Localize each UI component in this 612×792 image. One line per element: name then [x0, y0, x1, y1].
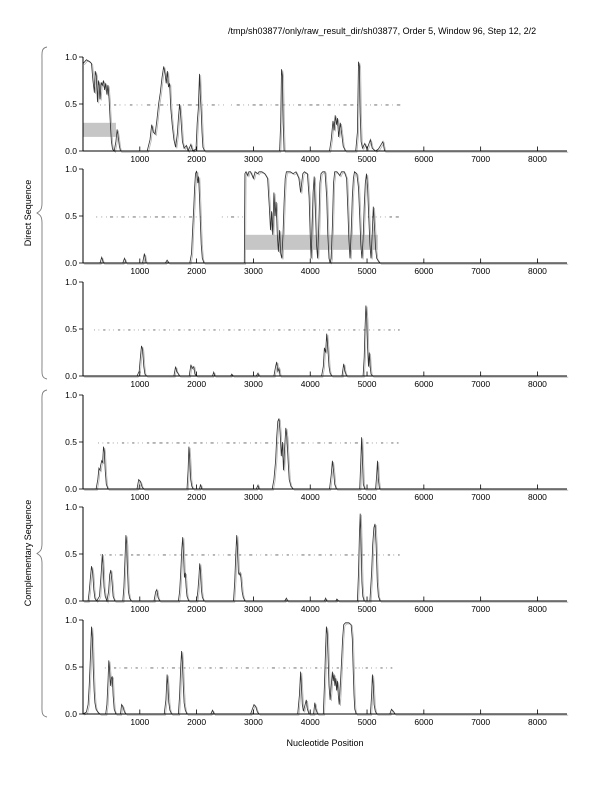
direct-group-brace: [36, 46, 48, 380]
x-tick-label: 3000: [244, 154, 263, 164]
x-tick-label: 8000: [528, 604, 547, 614]
x-tick-label: 4000: [301, 266, 320, 276]
y-tick-label: 0.5: [65, 99, 77, 109]
complementary-group-brace: [36, 389, 48, 718]
probability-curve-shadow: [84, 419, 569, 491]
x-tick-label: 1000: [130, 379, 149, 389]
x-tick-label: 2000: [187, 266, 206, 276]
probability-curve: [83, 513, 567, 603]
x-tick-label: 4000: [301, 717, 320, 727]
x-tick-label: 1000: [130, 717, 149, 727]
x-tick-label: 5000: [358, 492, 377, 502]
figure-title: /tmp/sh03877/only/raw_result_dir/sh03877…: [228, 26, 537, 36]
panel-direct-frame-3: 1000 2000 3000 4000 5000 6000 7000 8000 1.0 0.5 0.…: [65, 277, 569, 389]
x-tick-label: 6000: [414, 154, 433, 164]
x-tick-label: 8000: [528, 154, 547, 164]
y-tick-label: 0.0: [65, 371, 77, 381]
x-tick-label: 7000: [471, 717, 490, 727]
x-tick-label: 7000: [471, 604, 490, 614]
x-tick-label: 2000: [187, 492, 206, 502]
probability-curve-shadow: [84, 514, 569, 604]
x-tick-label: 3000: [244, 717, 263, 727]
x-axis-label: Nucleotide Position: [286, 738, 364, 748]
y-tick-label: 0.0: [65, 258, 77, 268]
x-tick-label: 6000: [414, 604, 433, 614]
probability-curve-shadow: [84, 623, 569, 716]
x-tick-label: 5000: [358, 379, 377, 389]
x-tick-label: 8000: [528, 492, 547, 502]
x-tick-label: 7000: [471, 154, 490, 164]
x-tick-label: 3000: [244, 492, 263, 502]
panel-direct-frame-1: 1000 2000 3000 4000 5000 6000 7000 8000 1.0 0.5 0.…: [65, 52, 569, 164]
x-tick-label: 5000: [358, 154, 377, 164]
x-tick-label: 8000: [528, 717, 547, 727]
x-tick-label: 8000: [528, 266, 547, 276]
y-tick-label: 0.5: [65, 324, 77, 334]
y-tick-label: 1.0: [65, 277, 77, 287]
probability-curve: [83, 170, 567, 264]
y-tick-label: 1.0: [65, 502, 77, 512]
x-tick-label: 2000: [187, 154, 206, 164]
x-tick-label: 4000: [301, 604, 320, 614]
x-tick-label: 5000: [358, 266, 377, 276]
x-tick-label: 2000: [187, 604, 206, 614]
panel-complementary-frame-2: 1000 2000 3000 4000 5000 6000 7000 8000 1.0 0.5 0.…: [65, 502, 569, 614]
x-tick-label: 3000: [244, 379, 263, 389]
probability-curve: [82, 622, 567, 715]
y-tick-label: 0.5: [65, 437, 77, 447]
panel-complementary-frame-3: 1000 2000 3000 4000 5000 6000 7000 8000 1.0 0.5 0.…: [65, 615, 569, 727]
x-tick-label: 2000: [187, 379, 206, 389]
x-tick-label: 7000: [471, 266, 490, 276]
y-tick-label: 1.0: [65, 615, 77, 625]
x-tick-label: 2000: [187, 717, 206, 727]
y-tick-label: 1.0: [65, 390, 77, 400]
y-tick-label: 1.0: [65, 52, 77, 62]
x-tick-label: 4000: [301, 154, 320, 164]
probability-curve: [83, 305, 567, 377]
x-tick-label: 7000: [471, 492, 490, 502]
y-tick-label: 0.0: [65, 146, 77, 156]
y-tick-label: 0.0: [65, 709, 77, 719]
x-tick-label: 1000: [130, 604, 149, 614]
x-tick-label: 6000: [414, 492, 433, 502]
x-tick-label: 3000: [244, 604, 263, 614]
probability-curve-shadow: [83, 60, 569, 154]
probability-curve: [83, 418, 567, 490]
x-tick-label: 6000: [414, 717, 433, 727]
x-tick-label: 5000: [358, 717, 377, 727]
y-tick-label: 0.5: [65, 211, 77, 221]
x-tick-label: 4000: [301, 492, 320, 502]
x-tick-label: 8000: [528, 379, 547, 389]
panel-direct-frame-2: 1000 2000 3000 4000 5000 6000 7000 8000 1.0 0.5 0.…: [65, 164, 569, 276]
x-tick-label: 1000: [130, 266, 149, 276]
y-tick-label: 0.0: [65, 596, 77, 606]
x-tick-label: 5000: [358, 604, 377, 614]
x-tick-label: 6000: [414, 266, 433, 276]
x-tick-label: 6000: [414, 379, 433, 389]
x-tick-label: 4000: [301, 379, 320, 389]
shaded-region: [83, 122, 116, 137]
x-tick-label: 3000: [244, 266, 263, 276]
y-tick-label: 1.0: [65, 164, 77, 174]
y-tick-label: 0.5: [65, 662, 77, 672]
x-tick-label: 1000: [130, 492, 149, 502]
x-tick-label: 7000: [471, 379, 490, 389]
y-tick-label: 0.0: [65, 484, 77, 494]
panel-complementary-frame-1: 1000 2000 3000 4000 5000 6000 7000 8000 1.0 0.5 0.…: [65, 390, 569, 502]
x-tick-label: 1000: [130, 154, 149, 164]
probability-curve: [82, 59, 567, 153]
y-tick-label: 0.5: [65, 549, 77, 559]
